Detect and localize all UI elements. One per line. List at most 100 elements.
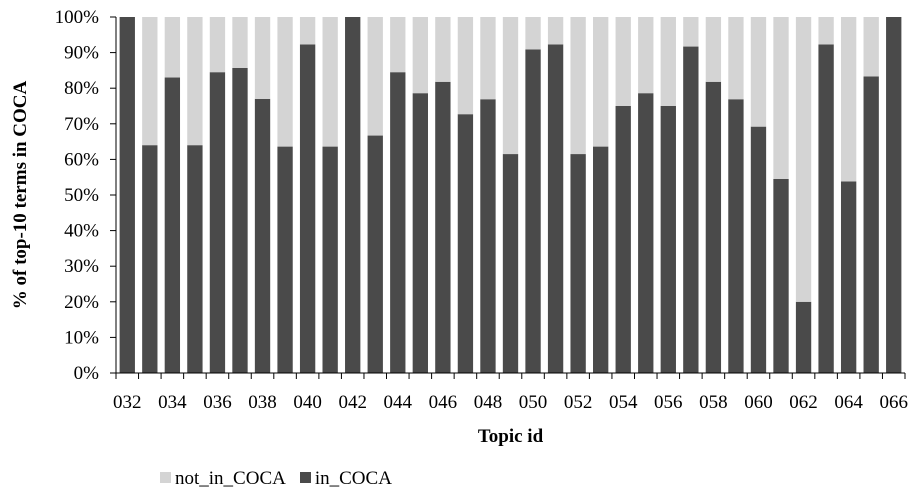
x-tick-label: 038: [248, 392, 277, 413]
y-tick-label: 60%: [64, 149, 99, 170]
bar-in-coca-039: [277, 146, 293, 373]
x-tick-label: 034: [158, 392, 187, 413]
legend-item-not-in-coca: not_in_COCA: [160, 468, 286, 490]
bar-not-in-coca-044: [390, 17, 406, 73]
y-axis-title: % of top-10 terms in COCA: [10, 80, 31, 309]
bar-not-in-coca-036: [209, 17, 226, 73]
bar-in-coca-058: [705, 81, 722, 374]
legend-label-not-in-coca: not_in_COCA: [175, 468, 286, 489]
y-tick-label: 20%: [64, 292, 99, 313]
x-tick-label: 064: [834, 392, 863, 413]
x-tick-label: 048: [474, 392, 503, 413]
x-tick-label: 056: [654, 392, 683, 413]
y-tick-label: 30%: [64, 256, 99, 277]
bar-in-coca-037: [232, 67, 248, 374]
x-tick-label: 062: [789, 392, 818, 413]
x-tick-label: 036: [203, 392, 232, 413]
bar-not-in-coca-041: [322, 17, 338, 147]
bar-in-coca-061: [773, 178, 789, 373]
y-tick-label: 50%: [64, 185, 99, 206]
y-tick-label: 90%: [64, 43, 99, 64]
x-tick-label: 054: [609, 392, 638, 413]
bar-not-in-coca-051: [547, 17, 564, 45]
bar-not-in-coca-052: [570, 17, 586, 155]
bar-not-in-coca-047: [457, 17, 474, 115]
bar-not-in-coca-065: [863, 17, 879, 77]
legend: not_in_COCA in_COCA: [160, 466, 406, 492]
y-tick-label: 80%: [64, 78, 99, 99]
bar-not-in-coca-056: [660, 17, 676, 106]
bar-in-coca-062: [795, 301, 812, 373]
bar-in-coca-055: [638, 93, 654, 374]
bar-in-coca-034: [164, 77, 181, 374]
x-tick-label: 032: [113, 392, 142, 413]
bar-not-in-coca-058: [705, 17, 722, 82]
y-tick-label: 0%: [74, 363, 100, 384]
bar-not-in-coca-040: [299, 17, 316, 45]
y-axis-title-group: % of top-10 terms in COCA: [10, 80, 31, 309]
bar-in-coca-041: [322, 146, 338, 373]
legend-item-in-coca: in_COCA: [299, 468, 392, 490]
bar-in-coca-059: [728, 99, 744, 374]
bar-not-in-coca-062: [795, 17, 812, 302]
y-tick-label: 40%: [64, 221, 99, 242]
bar-in-coca-060: [750, 126, 767, 373]
bar-in-coca-038: [254, 98, 271, 373]
bar-not-in-coca-045: [412, 17, 428, 94]
bar-not-in-coca-043: [367, 17, 383, 136]
bar-in-coca-036: [209, 72, 226, 374]
bar-not-in-coca-046: [435, 17, 451, 82]
bar-in-coca-063: [818, 44, 834, 374]
bar-not-in-coca-064: [840, 17, 857, 182]
bar-not-in-coca-061: [773, 17, 789, 179]
bar-not-in-coca-059: [728, 17, 744, 100]
bar-not-in-coca-034: [164, 17, 181, 78]
bar-in-coca-043: [367, 135, 383, 373]
x-tick-labels: 032 034 036 038 040 042 044 046 048 050 052 054 056 0…: [113, 392, 908, 413]
bar-not-in-coca-053: [593, 17, 609, 147]
bar-in-coca-053: [593, 146, 609, 373]
bars: [119, 17, 902, 374]
x-tick-label: 046: [429, 392, 458, 413]
bar-in-coca-066: [886, 17, 902, 373]
bar-not-in-coca-038: [254, 17, 271, 99]
axes: [110, 16, 906, 379]
bar-in-coca-065: [863, 76, 879, 374]
bar-in-coca-044: [390, 72, 406, 374]
y-tick-label: 10%: [64, 327, 99, 348]
x-tick-label: 066: [879, 392, 908, 413]
bar-not-in-coca-039: [277, 17, 293, 147]
bar-in-coca-033: [142, 145, 158, 373]
bar-in-coca-046: [435, 81, 451, 374]
y-tick-label: 100%: [55, 7, 100, 28]
bar-in-coca-057: [683, 46, 699, 373]
bar-in-coca-056: [660, 106, 676, 373]
x-tick-label: 050: [519, 392, 548, 413]
bar-in-coca-064: [840, 181, 857, 373]
bar-not-in-coca-048: [480, 17, 496, 100]
x-axis-title: Topic id: [478, 426, 544, 447]
x-tick-label: 052: [564, 392, 593, 413]
bar-in-coca-035: [187, 145, 203, 373]
x-tick-label: 044: [384, 392, 413, 413]
bar-not-in-coca-063: [818, 17, 834, 45]
bar-in-coca-052: [570, 154, 586, 373]
bar-not-in-coca-033: [142, 17, 158, 146]
x-tick-label: 060: [744, 392, 773, 413]
x-tick-label: 042: [338, 392, 367, 413]
bar-in-coca-032: [119, 17, 135, 373]
bar-not-in-coca-037: [232, 17, 248, 68]
x-tick-label: 040: [293, 392, 322, 413]
bar-in-coca-049: [502, 154, 519, 373]
bar-in-coca-047: [457, 114, 474, 374]
bar-in-coca-048: [480, 99, 496, 374]
bar-not-in-coca-057: [683, 17, 699, 47]
x-tick-label: 058: [699, 392, 728, 413]
bar-not-in-coca-060: [750, 17, 767, 127]
legend-swatch-not-in-coca: [160, 471, 171, 483]
bar-in-coca-042: [345, 17, 361, 373]
bar-not-in-coca-035: [187, 17, 203, 146]
bar-not-in-coca-055: [638, 17, 654, 94]
